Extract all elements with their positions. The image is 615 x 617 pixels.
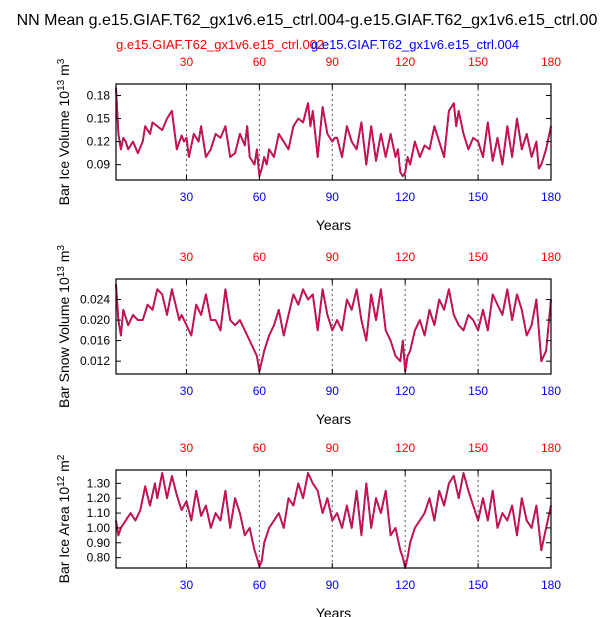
y-tick-label: 0.09 [87,158,111,172]
x-tick-label-top: 180 [541,250,561,264]
x-tick-label-top: 120 [395,55,415,69]
y-axis-label-part: 13 [56,266,67,278]
y-tick-label: 1.10 [87,506,111,520]
y-axis-label-part: 13 [56,79,67,91]
y-axis-label-part: 3 [56,245,67,251]
y-axis-label-part: Bar Ice Volume 10 [56,91,72,206]
y-axis-label: Bar Ice Area 1012 m2 [56,454,72,583]
x-tick-label-top: 60 [253,55,267,69]
x-tick-label: 150 [468,190,488,204]
x-tick-label: 90 [326,578,340,592]
y-axis-label-part: Bar Ice Area 10 [56,487,72,584]
x-tick-label-top: 90 [326,441,340,455]
x-tick-label: 180 [541,578,561,592]
y-axis-label-part: m [56,251,72,267]
x-tick-label-top: 150 [468,250,488,264]
x-tick-label: 120 [395,190,415,204]
x-tick-label: 180 [541,384,561,398]
x-tick-label-top: 150 [468,55,488,69]
y-tick-label: 0.15 [87,112,111,126]
panel-3: 3030606090901201201501501801800.800.901.… [56,441,561,617]
x-tick-label: 90 [326,384,340,398]
y-tick-label: 1.00 [87,521,111,535]
y-axis-label-part: 3 [56,58,67,64]
y-tick-label: 1.30 [87,476,111,490]
x-tick-label: 30 [180,384,194,398]
y-axis-label-part: m [56,64,72,80]
x-tick-label: 30 [180,578,194,592]
y-axis-label-part: 12 [56,475,67,487]
x-tick-label-top: 180 [541,441,561,455]
x-tick-label-top: 180 [541,55,561,69]
x-axis-label: Years [316,217,351,233]
x-tick-label: 150 [468,384,488,398]
series-line-2 [115,87,552,178]
chart-title: NN Mean g.e15.GIAF.T62_gx1v6.e15_ctrl.00… [17,12,598,29]
x-tick-label-top: 60 [253,250,267,264]
y-tick-label: 0.024 [80,293,110,307]
x-tick-label: 30 [180,190,194,204]
x-tick-label-top: 120 [395,441,415,455]
x-tick-label-top: 60 [253,441,267,455]
series-line-2 [115,472,552,569]
panel-2: 30 30 60 60 90 90 120 120 150 150 180 180 0.012 0.016… [56,245,561,427]
x-tick-label: 150 [468,578,488,592]
x-tick-label-top: 120 [395,250,415,264]
x-tick-label-top: 30 [180,55,194,69]
plot-frame [115,278,552,375]
x-tick-label-top: 30 [180,441,194,455]
plot-frame [115,469,552,569]
y-axis-label: Bar Ice Volume 1013 m3 [56,58,72,205]
x-tick-label: 180 [541,190,561,204]
legend-case-2: g.e15.GIAF.T62_gx1v6.e15_ctrl.004 [311,37,519,52]
y-tick-label: 0.80 [87,551,111,565]
y-tick-label: 1.20 [87,491,111,505]
x-tick-label: 120 [395,384,415,398]
y-tick-label: 0.90 [87,536,111,550]
y-axis-label-part: m [56,460,72,476]
x-tick-label-top: 90 [326,250,340,264]
series-line-2 [115,284,552,373]
y-tick-label: 0.012 [80,354,110,368]
x-tick-label: 60 [253,384,267,398]
x-tick-label-top: 90 [326,55,340,69]
x-tick-label: 60 [253,190,267,204]
x-tick-label-top: 150 [468,441,488,455]
x-tick-label: 120 [395,578,415,592]
x-axis-label: Years [316,411,351,427]
y-tick-label: 0.18 [87,89,111,103]
panel-1: 30 30 60 60 90 90 120 120 150 150 180 180 0.09 0.12 0.… [56,55,561,233]
x-axis-label: Years [316,605,351,617]
series-line-1 [115,472,552,569]
plot-frame [115,83,552,181]
legend-case-1: g.e15.GIAF.T62_gx1v6.e15_ctrl.002 [116,37,324,52]
x-tick-label-top: 30 [180,250,194,264]
y-tick-label: 0.12 [87,135,111,149]
x-tick-label: 60 [253,578,267,592]
y-axis-label: Bar Snow Volume 1013 m3 [56,245,72,408]
y-axis-label-part: Bar Snow Volume 10 [56,277,72,408]
x-tick-label: 90 [326,190,340,204]
y-tick-label: 0.016 [80,334,110,348]
y-axis-label-part: 2 [56,454,67,460]
y-tick-label: 0.020 [80,313,110,327]
